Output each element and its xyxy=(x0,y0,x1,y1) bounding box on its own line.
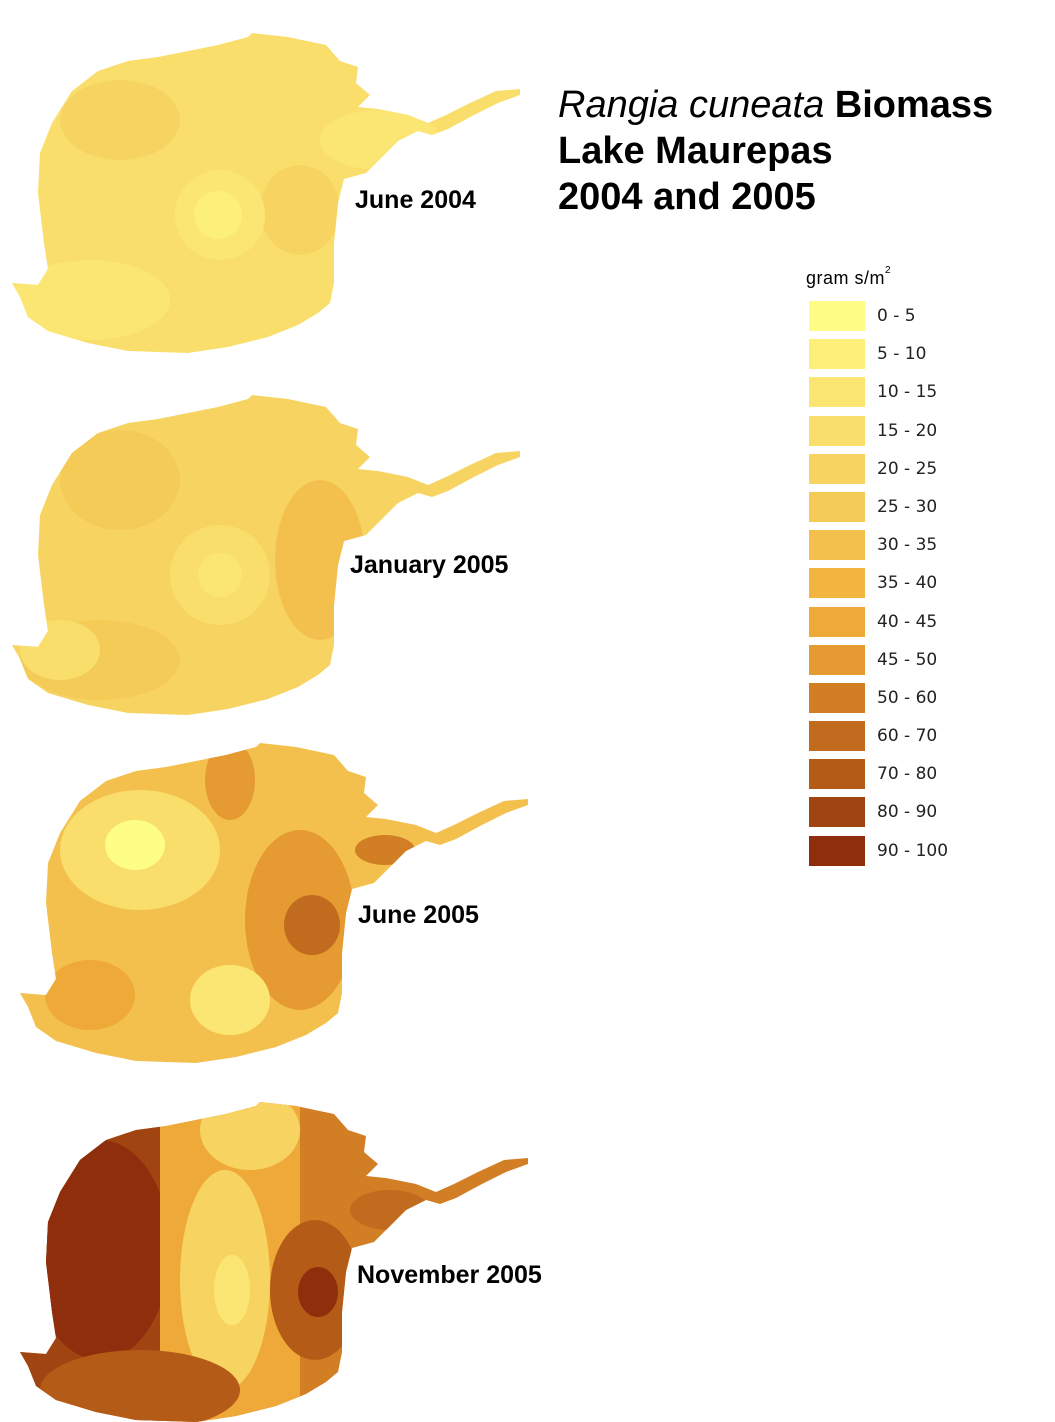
legend-item: 25 - 30 xyxy=(806,491,937,530)
legend-range-label: 35 - 40 xyxy=(877,573,938,594)
legend-range-label: 30 - 35 xyxy=(877,535,938,556)
legend-item: 20 - 25 xyxy=(806,453,937,492)
map-june-2004 xyxy=(12,33,520,353)
legend-item: 80 - 90 xyxy=(806,797,937,835)
legend-item: 90 - 100 xyxy=(806,835,948,874)
legend-range-label: 10 - 15 xyxy=(877,382,938,403)
map-june-2005 xyxy=(20,743,528,1063)
legend-swatch xyxy=(809,491,865,522)
legend-range-label: 70 - 80 xyxy=(877,764,938,785)
legend-item: 40 - 45 xyxy=(806,606,937,645)
title-line-1: Rangia cuneata Biomass xyxy=(558,82,993,128)
map-january-2005 xyxy=(12,395,520,715)
legend-item: 5 - 10 xyxy=(806,339,926,377)
legend-items: 0 - 5 5 - 10 10 - 15 15 - 20 20 - 25 25 - 30 3… xyxy=(806,301,948,874)
legend-range-label: 15 - 20 xyxy=(877,420,938,441)
legend-swatch xyxy=(809,606,865,637)
legend-range-label: 25 - 30 xyxy=(877,496,938,517)
legend-range-label: 5 - 10 xyxy=(877,344,927,365)
figure-title: Rangia cuneata Biomass Lake Maurepas 200… xyxy=(558,82,993,220)
legend-swatch xyxy=(809,644,865,675)
legend-swatch xyxy=(809,301,865,331)
legend-swatch xyxy=(809,568,865,599)
legend-range-label: 80 - 90 xyxy=(877,802,938,823)
title-line-3: 2004 and 2005 xyxy=(558,176,816,218)
legend-range-label: 90 - 100 xyxy=(877,840,949,861)
legend-swatch xyxy=(809,377,865,408)
legend-item: 10 - 15 xyxy=(806,377,937,415)
legend-swatch xyxy=(809,682,865,713)
legend-item: 0 - 5 xyxy=(806,301,916,339)
legend-swatch xyxy=(809,797,865,828)
legend-range-label: 45 - 50 xyxy=(877,649,938,670)
legend-unit: gram s/m2 xyxy=(806,265,892,289)
species-name: Rangia cuneata xyxy=(558,84,825,126)
legend-item: 45 - 50 xyxy=(806,644,937,683)
legend-swatch xyxy=(809,759,865,790)
legend-item: 60 - 70 xyxy=(806,721,937,759)
map-label-january-2005: January 2005 xyxy=(350,551,509,579)
legend-swatch xyxy=(809,453,865,484)
legend-range-label: 50 - 60 xyxy=(877,687,938,708)
map-label-june-2004: June 2004 xyxy=(355,186,476,214)
map-label-june-2005: June 2005 xyxy=(358,901,479,929)
legend-item: 50 - 60 xyxy=(806,682,937,721)
legend-unit-text: gram s/m xyxy=(806,268,886,288)
map-label-november-2005: November 2005 xyxy=(357,1261,542,1289)
legend-item: 70 - 80 xyxy=(806,759,937,797)
map-november-2005 xyxy=(20,1102,528,1422)
legend-swatch xyxy=(809,530,865,561)
legend-swatch xyxy=(809,339,865,370)
legend-range-label: 20 - 25 xyxy=(877,458,938,479)
legend-unit-sup: 2 xyxy=(885,265,892,276)
legend-range-label: 0 - 5 xyxy=(877,306,916,326)
legend-range-label: 60 - 70 xyxy=(877,726,938,747)
legend-swatch xyxy=(809,415,865,446)
legend-swatch xyxy=(809,721,865,752)
legend-item: 30 - 35 xyxy=(806,530,937,568)
title-line-2: Lake Maurepas xyxy=(558,130,833,172)
legend-range-label: 40 - 45 xyxy=(877,611,938,632)
legend-item: 15 - 20 xyxy=(806,415,937,454)
title-biomass: Biomass xyxy=(834,84,994,126)
legend-swatch xyxy=(809,835,865,866)
legend-item: 35 - 40 xyxy=(806,568,937,606)
